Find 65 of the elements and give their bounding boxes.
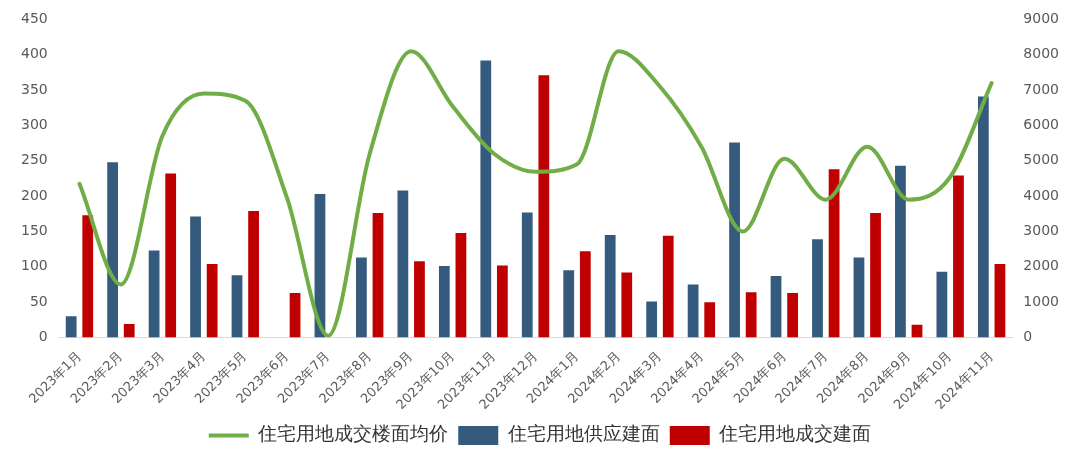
bar [563, 270, 575, 338]
bar [496, 265, 508, 338]
bar [770, 276, 782, 338]
bar [936, 271, 948, 338]
bar [206, 263, 218, 338]
y-tick-label: 200 [20, 186, 48, 203]
bar [289, 292, 301, 338]
bar [953, 175, 964, 338]
y-tick-label: 50 [29, 292, 48, 309]
y2-tick-label: 9000 [1023, 10, 1060, 27]
bar [248, 210, 259, 338]
bar [704, 302, 716, 338]
bar [190, 216, 201, 338]
y2-tick-label: 4000 [1023, 186, 1060, 203]
y2-tick-label: 8000 [1023, 45, 1060, 62]
bar [646, 301, 658, 338]
bar [977, 96, 989, 338]
bar [853, 257, 865, 338]
y-tick-label: 300 [20, 116, 48, 133]
bar [231, 275, 243, 338]
bar [356, 257, 367, 338]
bar [82, 215, 94, 338]
bar [787, 292, 799, 338]
bar [994, 263, 1006, 338]
bar [438, 266, 450, 338]
y2-tick-label: 2000 [1023, 257, 1060, 274]
bar [414, 261, 425, 338]
bar [65, 316, 77, 338]
bar [107, 162, 119, 338]
bar [480, 60, 492, 338]
legend-label: 住宅用地成交建面 [718, 422, 872, 445]
y2-tick-label: 0 [1023, 328, 1033, 345]
bar [895, 165, 906, 338]
bar [812, 239, 823, 338]
bar [123, 324, 135, 338]
y2-tick-label: 1000 [1023, 292, 1060, 309]
y-tick-label: 150 [20, 222, 48, 239]
bar [745, 292, 757, 338]
bar [397, 190, 409, 338]
bar [687, 284, 699, 338]
y-tick-label: 100 [20, 257, 48, 274]
y-tick-label: 250 [20, 151, 48, 168]
bar [729, 142, 740, 338]
bar [662, 235, 674, 338]
y2-tick-label: 7000 [1023, 80, 1060, 97]
bar [455, 232, 467, 338]
line-series [77, 49, 994, 338]
legend-label: 住宅用地供应建面 [506, 422, 660, 445]
bar [165, 173, 177, 338]
bar [148, 250, 160, 338]
bar [870, 213, 881, 338]
y-tick-label: 400 [20, 45, 48, 62]
bar [538, 75, 550, 338]
bar [604, 235, 616, 338]
bar [372, 213, 384, 338]
legend-label: 住宅用地成交楼面均价 [257, 422, 449, 445]
y2-tick-label: 6000 [1023, 116, 1060, 133]
y-tick-label: 350 [20, 80, 48, 97]
bar [621, 272, 633, 338]
bar [579, 251, 591, 338]
y-tick-label: 450 [20, 10, 48, 27]
y2-tick-label: 3000 [1023, 222, 1060, 239]
y-tick-label: 0 [38, 328, 48, 345]
bar [521, 212, 533, 338]
y2-tick-label: 5000 [1023, 151, 1060, 168]
